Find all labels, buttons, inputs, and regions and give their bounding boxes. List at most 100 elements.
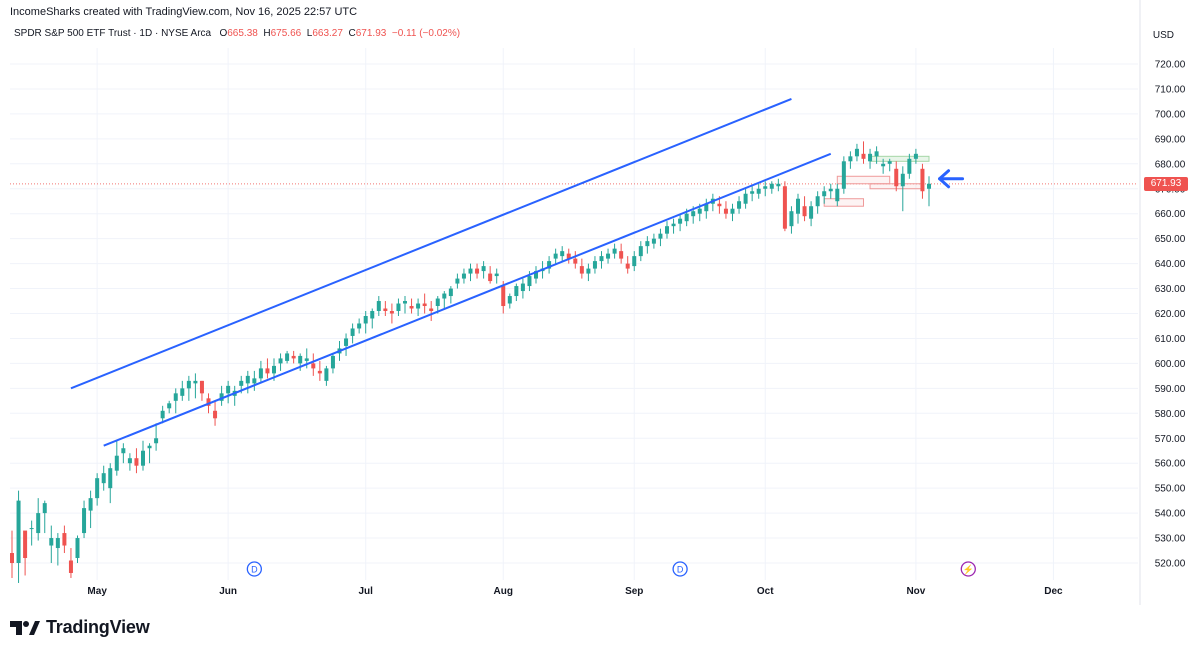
candle[interactable]: [245, 370, 250, 394]
candle[interactable]: [258, 360, 263, 384]
candle[interactable]: [606, 248, 611, 264]
candle[interactable]: [704, 198, 709, 219]
candle[interactable]: [861, 141, 866, 164]
candle[interactable]: [455, 273, 460, 289]
candle[interactable]: [645, 236, 650, 254]
candle[interactable]: [55, 533, 60, 566]
candle[interactable]: [625, 256, 630, 274]
candle[interactable]: [822, 186, 827, 204]
candle[interactable]: [75, 535, 80, 563]
candle[interactable]: [678, 213, 683, 232]
candle[interactable]: [874, 146, 879, 164]
candle[interactable]: [796, 193, 800, 224]
candle[interactable]: [665, 221, 669, 239]
candle[interactable]: [429, 301, 434, 321]
candle[interactable]: [651, 233, 656, 249]
candle[interactable]: [350, 323, 355, 344]
candle[interactable]: [848, 151, 853, 169]
candle[interactable]: [167, 400, 172, 414]
currency-label[interactable]: USD: [1152, 30, 1174, 41]
candle[interactable]: [62, 525, 67, 554]
candle[interactable]: [658, 228, 663, 247]
candle[interactable]: [16, 490, 21, 583]
candle[interactable]: [278, 353, 283, 371]
candle[interactable]: [534, 266, 538, 284]
candle[interactable]: [291, 350, 296, 364]
candle[interactable]: [789, 206, 794, 234]
candle[interactable]: [553, 248, 558, 264]
candle[interactable]: [730, 203, 735, 222]
candle[interactable]: [186, 375, 191, 401]
candle[interactable]: [311, 353, 316, 376]
earnings-marker[interactable]: ⚡: [960, 561, 976, 577]
candle[interactable]: [769, 181, 774, 194]
candle[interactable]: [573, 251, 578, 269]
candle[interactable]: [566, 248, 571, 264]
candle[interactable]: [10, 530, 14, 578]
candle[interactable]: [638, 241, 643, 262]
candle[interactable]: [193, 373, 198, 399]
candle[interactable]: [324, 365, 329, 386]
candle[interactable]: [213, 400, 218, 426]
candle[interactable]: [737, 196, 742, 214]
candle[interactable]: [383, 301, 388, 316]
candle[interactable]: [199, 380, 204, 401]
channel-lower-line[interactable]: [103, 152, 832, 447]
candle[interactable]: [461, 268, 466, 284]
candle[interactable]: [376, 296, 381, 316]
candle[interactable]: [599, 251, 604, 269]
candle[interactable]: [894, 161, 899, 192]
candle[interactable]: [475, 263, 480, 279]
candle[interactable]: [114, 440, 119, 476]
candle[interactable]: [173, 388, 178, 414]
candle[interactable]: [488, 266, 493, 284]
candle[interactable]: [547, 256, 552, 274]
channel-upper-line[interactable]: [70, 98, 792, 390]
candle[interactable]: [586, 263, 591, 282]
candle[interactable]: [317, 360, 322, 381]
candle[interactable]: [101, 465, 106, 491]
candle[interactable]: [632, 251, 637, 272]
candle[interactable]: [920, 163, 925, 199]
candle[interactable]: [82, 500, 87, 539]
candle[interactable]: [147, 443, 152, 464]
candle[interactable]: [887, 158, 892, 172]
candle[interactable]: [330, 353, 335, 374]
candle[interactable]: [396, 298, 401, 316]
candle[interactable]: [219, 385, 224, 406]
candle[interactable]: [815, 191, 820, 214]
candle[interactable]: [841, 156, 846, 194]
candle[interactable]: [442, 291, 447, 309]
candle[interactable]: [409, 298, 414, 314]
candle[interactable]: [907, 153, 912, 179]
candle[interactable]: [468, 263, 473, 282]
candle[interactable]: [520, 278, 525, 299]
candle[interactable]: [226, 380, 231, 404]
candle[interactable]: [265, 358, 270, 379]
symbol-name[interactable]: SPDR S&P 500 ETF Trust · 1D · NYSE Arca: [14, 28, 212, 39]
dividend-marker[interactable]: D: [672, 561, 688, 577]
candle[interactable]: [913, 148, 918, 164]
candle[interactable]: [370, 308, 375, 329]
candle[interactable]: [579, 258, 584, 279]
candle[interactable]: [592, 256, 597, 274]
candle[interactable]: [344, 333, 349, 356]
candle[interactable]: [723, 201, 728, 219]
candle[interactable]: [154, 423, 159, 451]
candle[interactable]: [809, 201, 814, 227]
candle[interactable]: [36, 498, 41, 541]
candle[interactable]: [481, 261, 486, 279]
candle[interactable]: [160, 405, 165, 424]
annotation-arrow[interactable]: [938, 169, 965, 189]
candle[interactable]: [828, 183, 833, 199]
candle[interactable]: [448, 286, 453, 304]
candle[interactable]: [802, 196, 807, 222]
candle[interactable]: [782, 181, 787, 232]
candle[interactable]: [29, 520, 34, 546]
candle[interactable]: [68, 548, 73, 578]
candle[interactable]: [494, 268, 499, 284]
candle[interactable]: [95, 473, 100, 506]
candle[interactable]: [298, 353, 303, 371]
candle[interactable]: [252, 370, 257, 391]
